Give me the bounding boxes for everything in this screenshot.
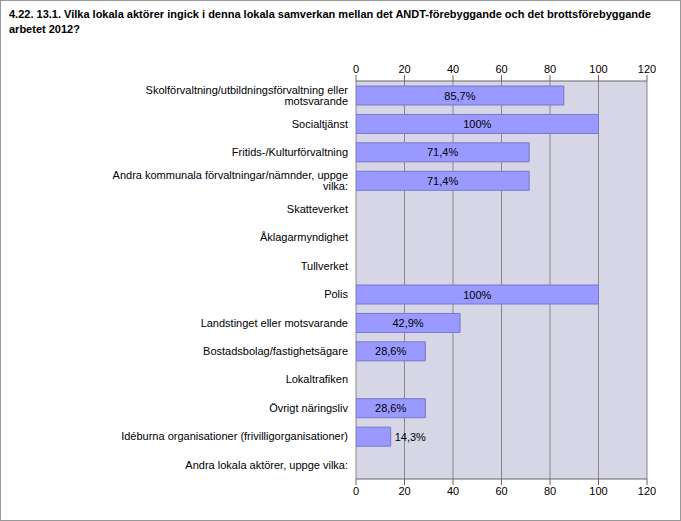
svg-text:120: 120 xyxy=(638,485,656,497)
svg-text:80: 80 xyxy=(544,485,556,497)
svg-text:85,7%: 85,7% xyxy=(444,90,475,102)
svg-text:100: 100 xyxy=(589,485,607,497)
svg-text:Tullverket: Tullverket xyxy=(301,260,348,272)
svg-text:0: 0 xyxy=(353,63,359,75)
svg-text:Socialtjänst: Socialtjänst xyxy=(292,118,348,130)
svg-text:Andra kommunala förvaltningar/: Andra kommunala förvaltningar/nämnder, u… xyxy=(113,169,348,192)
svg-text:Bostadsbolag/fastighetsägare: Bostadsbolag/fastighetsägare xyxy=(203,345,348,357)
svg-text:20: 20 xyxy=(398,63,410,75)
svg-text:Idéburna organisationer (frivi: Idéburna organisationer (frivilligorgani… xyxy=(121,430,348,442)
svg-text:0: 0 xyxy=(353,485,359,497)
svg-text:71,4%: 71,4% xyxy=(427,175,458,187)
svg-text:Åklagarmyndighet: Åklagarmyndighet xyxy=(260,231,348,243)
svg-text:Fritids-/Kulturförvaltning: Fritids-/Kulturförvaltning xyxy=(232,146,348,158)
svg-text:28,6%: 28,6% xyxy=(375,402,406,414)
svg-text:28,6%: 28,6% xyxy=(375,345,406,357)
svg-text:40: 40 xyxy=(447,63,459,75)
html-text:4.22. 13.1. Vilka lokala aktör: 4.22. 13.1. Vilka lokala aktörer ingick … xyxy=(9,8,651,35)
svg-text:Lokaltrafiken: Lokaltrafiken xyxy=(286,373,348,385)
svg-text:100%: 100% xyxy=(463,118,491,130)
svg-text:Landstinget eller motsvarande: Landstinget eller motsvarande xyxy=(201,317,348,329)
svg-text:60: 60 xyxy=(495,63,507,75)
svg-text:60: 60 xyxy=(495,485,507,497)
svg-text:Skatteverket: Skatteverket xyxy=(287,203,348,215)
svg-text:42,9%: 42,9% xyxy=(392,317,423,329)
svg-text:14,3%: 14,3% xyxy=(395,431,426,443)
svg-text:Skolförvaltning/utbildningsför: Skolförvaltning/utbildningsförvaltning e… xyxy=(146,84,349,107)
svg-text:100: 100 xyxy=(589,63,607,75)
svg-text:120: 120 xyxy=(638,63,656,75)
svg-text:Polis: Polis xyxy=(324,288,348,300)
svg-text:Övrigt näringsliv: Övrigt näringsliv xyxy=(269,402,348,414)
svg-text:100%: 100% xyxy=(463,289,491,301)
svg-text:80: 80 xyxy=(544,63,556,75)
svg-text:40: 40 xyxy=(447,485,459,497)
svg-text:71,4%: 71,4% xyxy=(427,146,458,158)
svg-text:20: 20 xyxy=(398,485,410,497)
svg-text:Andra lokala aktörer, uppge vi: Andra lokala aktörer, uppge vilka: xyxy=(185,459,348,471)
